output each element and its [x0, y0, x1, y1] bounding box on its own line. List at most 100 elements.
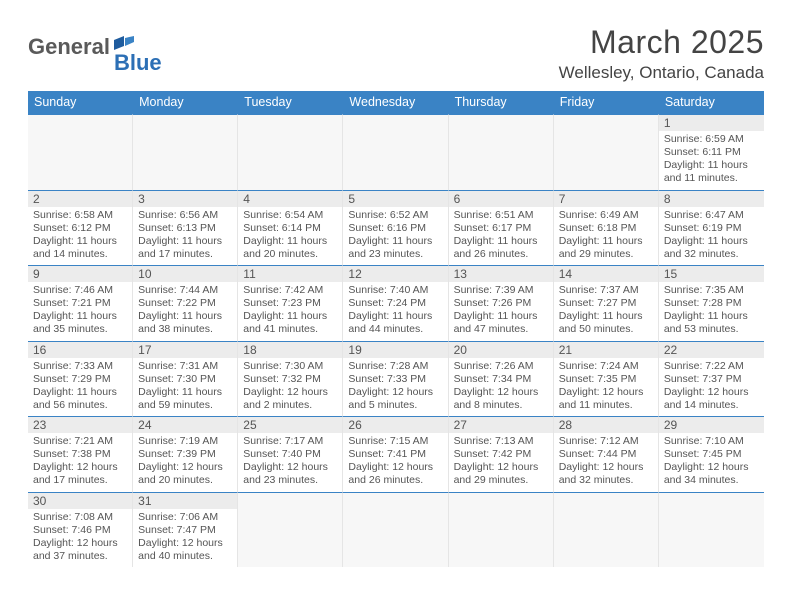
daylight: Daylight: 12 hours and 2 minutes. — [243, 386, 337, 412]
day-details: Sunrise: 7:24 AMSunset: 7:35 PMDaylight:… — [559, 360, 653, 413]
month-title: March 2025 — [559, 24, 764, 61]
day-details: Sunrise: 7:10 AMSunset: 7:45 PMDaylight:… — [664, 435, 759, 488]
sunrise: Sunrise: 7:12 AM — [559, 435, 653, 448]
day-details: Sunrise: 6:54 AMSunset: 6:14 PMDaylight:… — [243, 209, 337, 262]
daylight: Daylight: 12 hours and 11 minutes. — [559, 386, 653, 412]
sunrise: Sunrise: 6:56 AM — [138, 209, 232, 222]
sunset: Sunset: 7:21 PM — [33, 297, 127, 310]
sunrise: Sunrise: 7:42 AM — [243, 284, 337, 297]
day-details: Sunrise: 7:44 AMSunset: 7:22 PMDaylight:… — [138, 284, 232, 337]
sunrise: Sunrise: 7:30 AM — [243, 360, 337, 373]
sunrise: Sunrise: 7:31 AM — [138, 360, 232, 373]
day-details: Sunrise: 7:35 AMSunset: 7:28 PMDaylight:… — [664, 284, 759, 337]
day-cell: 22Sunrise: 7:22 AMSunset: 7:37 PMDayligh… — [659, 341, 764, 417]
day-cell: 2 Sunrise: 6:58 AMSunset: 6:12 PMDaylight… — [28, 190, 133, 266]
sunrise: Sunrise: 6:47 AM — [664, 209, 759, 222]
day-cell: 17Sunrise: 7:31 AMSunset: 7:30 PMDayligh… — [133, 341, 238, 417]
daylight: Daylight: 11 hours and 23 minutes. — [348, 235, 442, 261]
sunset: Sunset: 7:46 PM — [33, 524, 127, 537]
sunrise: Sunrise: 7:39 AM — [454, 284, 548, 297]
sunrise: Sunrise: 7:24 AM — [559, 360, 653, 373]
sunrise: Sunrise: 7:22 AM — [664, 360, 759, 373]
sunrise: Sunrise: 7:35 AM — [664, 284, 759, 297]
day-cell: 20Sunrise: 7:26 AMSunset: 7:34 PMDayligh… — [449, 341, 554, 417]
location: Wellesley, Ontario, Canada — [559, 63, 764, 83]
calendar-page: General Blue March 2025 Wellesley, Ontar… — [0, 0, 792, 591]
day-details: Sunrise: 6:58 AMSunset: 6:12 PMDaylight:… — [33, 209, 127, 262]
empty-cell — [659, 492, 764, 568]
day-cell: 30 Sunrise: 7:08 AMSunset: 7:46 PMDayligh… — [28, 492, 133, 568]
day-details: Sunrise: 7:06 AMSunset: 7:47 PMDaylight:… — [138, 511, 232, 564]
daylight: Daylight: 11 hours and 59 minutes. — [138, 386, 232, 412]
daylight: Daylight: 11 hours and 20 minutes. — [243, 235, 337, 261]
day-number: 2 — [28, 191, 132, 207]
empty-cell — [133, 114, 238, 190]
daylight: Daylight: 11 hours and 38 minutes. — [138, 310, 232, 336]
daylight: Daylight: 11 hours and 44 minutes. — [348, 310, 442, 336]
day-number: 10 — [133, 266, 237, 282]
day-number: 3 — [133, 191, 237, 207]
sunset: Sunset: 6:12 PM — [33, 222, 127, 235]
day-number: 21 — [554, 342, 658, 358]
day-cell: 25Sunrise: 7:17 AMSunset: 7:40 PMDayligh… — [238, 416, 343, 492]
empty-cell — [28, 114, 133, 190]
sunrise: Sunrise: 6:54 AM — [243, 209, 337, 222]
empty-cell — [343, 492, 448, 568]
day-cell: 7Sunrise: 6:49 AMSunset: 6:18 PMDaylight… — [554, 190, 659, 266]
sunset: Sunset: 7:29 PM — [33, 373, 127, 386]
daylight: Daylight: 12 hours and 14 minutes. — [664, 386, 759, 412]
sunrise: Sunrise: 7:37 AM — [559, 284, 653, 297]
daylight: Daylight: 11 hours and 32 minutes. — [664, 235, 759, 261]
day-details: Sunrise: 7:37 AMSunset: 7:27 PMDaylight:… — [559, 284, 653, 337]
sunset: Sunset: 7:42 PM — [454, 448, 548, 461]
sunset: Sunset: 6:11 PM — [664, 146, 759, 159]
weekday-cell: Saturday — [659, 91, 764, 114]
day-number: 26 — [343, 417, 447, 433]
day-number: 11 — [238, 266, 342, 282]
sunset: Sunset: 6:16 PM — [348, 222, 442, 235]
day-number: 30 — [28, 493, 132, 509]
daylight: Daylight: 11 hours and 50 minutes. — [559, 310, 653, 336]
sunset: Sunset: 7:37 PM — [664, 373, 759, 386]
sunset: Sunset: 7:41 PM — [348, 448, 442, 461]
day-cell: 11Sunrise: 7:42 AMSunset: 7:23 PMDayligh… — [238, 265, 343, 341]
day-number: 31 — [133, 493, 237, 509]
day-number: 7 — [554, 191, 658, 207]
day-details: Sunrise: 7:13 AMSunset: 7:42 PMDaylight:… — [454, 435, 548, 488]
day-details: Sunrise: 7:46 AMSunset: 7:21 PMDaylight:… — [33, 284, 127, 337]
sunrise: Sunrise: 6:49 AM — [559, 209, 653, 222]
sunset: Sunset: 7:44 PM — [559, 448, 653, 461]
weekday-cell: Friday — [554, 91, 659, 114]
daylight: Daylight: 11 hours and 17 minutes. — [138, 235, 232, 261]
sunset: Sunset: 7:45 PM — [664, 448, 759, 461]
logo-general: General — [28, 34, 110, 60]
day-cell: 18Sunrise: 7:30 AMSunset: 7:32 PMDayligh… — [238, 341, 343, 417]
day-details: Sunrise: 7:33 AMSunset: 7:29 PMDaylight:… — [33, 360, 127, 413]
sunset: Sunset: 7:32 PM — [243, 373, 337, 386]
daylight: Daylight: 11 hours and 11 minutes. — [664, 159, 759, 185]
day-cell: 27Sunrise: 7:13 AMSunset: 7:42 PMDayligh… — [449, 416, 554, 492]
day-cell: 21 Sunrise: 7:24 AMSunset: 7:35 PMDayligh… — [554, 341, 659, 417]
day-details: Sunrise: 7:15 AMSunset: 7:41 PMDaylight:… — [348, 435, 442, 488]
day-details: Sunrise: 7:08 AMSunset: 7:46 PMDaylight:… — [33, 511, 127, 564]
day-details: Sunrise: 7:39 AMSunset: 7:26 PMDaylight:… — [454, 284, 548, 337]
day-number: 6 — [449, 191, 553, 207]
day-number: 16 — [28, 342, 132, 358]
title-block: March 2025 Wellesley, Ontario, Canada — [559, 24, 764, 83]
daylight: Daylight: 11 hours and 41 minutes. — [243, 310, 337, 336]
day-number: 28 — [554, 417, 658, 433]
day-cell: 12Sunrise: 7:40 AMSunset: 7:24 PMDayligh… — [343, 265, 448, 341]
day-details: Sunrise: 7:21 AMSunset: 7:38 PMDaylight:… — [33, 435, 127, 488]
day-cell: 28Sunrise: 7:12 AMSunset: 7:44 PMDayligh… — [554, 416, 659, 492]
daylight: Daylight: 12 hours and 40 minutes. — [138, 537, 232, 563]
sunset: Sunset: 7:34 PM — [454, 373, 548, 386]
day-cell: 1Sunrise: 6:59 AMSunset: 6:11 PMDaylight… — [659, 114, 764, 190]
day-cell: 23Sunrise: 7:21 AMSunset: 7:38 PMDayligh… — [28, 416, 133, 492]
day-details: Sunrise: 7:19 AMSunset: 7:39 PMDaylight:… — [138, 435, 232, 488]
empty-cell — [449, 114, 554, 190]
sunset: Sunset: 6:14 PM — [243, 222, 337, 235]
sunrise: Sunrise: 7:44 AM — [138, 284, 232, 297]
daylight: Daylight: 12 hours and 8 minutes. — [454, 386, 548, 412]
day-number: 25 — [238, 417, 342, 433]
daylight: Daylight: 11 hours and 29 minutes. — [559, 235, 653, 261]
